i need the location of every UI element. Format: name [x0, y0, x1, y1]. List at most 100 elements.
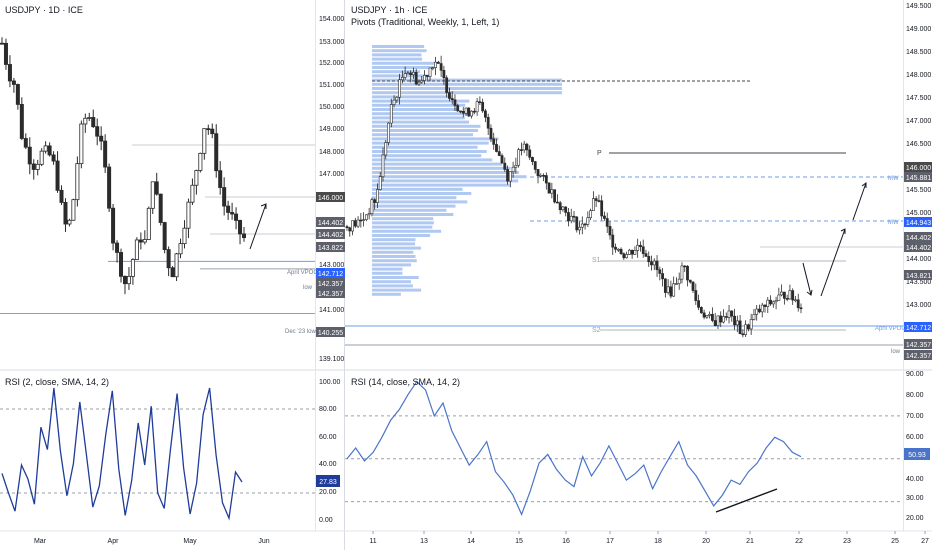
candle-body [406, 72, 410, 75]
candle-body [214, 133, 219, 172]
candle-body [79, 123, 84, 165]
candle-body [456, 105, 460, 112]
pivot-p-label: P [597, 150, 602, 157]
left-rsi-tick: 100.00 [319, 379, 341, 386]
left-price-tag: 142.712 [318, 271, 343, 278]
candle-body [716, 315, 720, 326]
candle-body [578, 226, 581, 231]
candle-body [719, 315, 723, 323]
volume-profile-bar [372, 124, 481, 128]
candle-body [234, 213, 239, 221]
candle-body [27, 146, 32, 165]
candle-body [83, 117, 88, 125]
low-label-right: low [891, 349, 901, 355]
candle-body [417, 81, 421, 85]
candle-body [583, 223, 587, 226]
candle-body [182, 227, 187, 245]
candle-body [550, 189, 554, 194]
candle-body [713, 320, 717, 326]
candle-body [614, 246, 617, 250]
candle-body [158, 193, 163, 223]
candle-body [241, 233, 246, 239]
candle-body [672, 283, 676, 297]
right-down-arrow [802, 262, 813, 296]
candle-body [799, 307, 803, 310]
candle-body [702, 312, 706, 318]
volume-profile-bar [372, 196, 457, 200]
candle-body [414, 72, 418, 85]
candle-body [517, 149, 521, 166]
right-price-tag-bg [904, 322, 932, 332]
candle-body [641, 246, 645, 254]
left-y-tick: 154.000 [319, 16, 344, 23]
candle-body [600, 200, 604, 217]
april-vpoc-label-right: April VPOC [875, 326, 906, 332]
volume-profile-bar [372, 133, 474, 137]
right-y-tick: 143.500 [906, 279, 931, 286]
candle-body [459, 110, 462, 113]
volume-profile-bar [372, 234, 431, 237]
volume-profile-bar [372, 171, 519, 174]
candle-body [724, 316, 728, 318]
candle-body [569, 215, 573, 222]
volume-profile-bar [372, 53, 422, 57]
volume-profile-bar [372, 116, 465, 120]
candle-body [35, 163, 40, 170]
candle-body [186, 201, 191, 229]
candle-body [733, 315, 736, 326]
candle-body [47, 145, 52, 156]
candle-body [547, 182, 551, 194]
candle-body [95, 126, 100, 137]
left-chart-title: USDJPY · 1D · ICE [5, 5, 83, 15]
right-price-tag-bg [904, 339, 932, 349]
candle-body [423, 75, 426, 81]
candle-body [63, 202, 68, 225]
left-rsi-tick: 60.00 [319, 434, 337, 441]
candle-body [202, 128, 207, 154]
left-x-tick: Apr [108, 538, 120, 545]
right-x-tick: 14 [467, 538, 475, 545]
candle-body [91, 117, 96, 128]
candle-body [436, 61, 440, 64]
candle-body [511, 166, 515, 173]
candle-body [508, 171, 512, 182]
rsi-line-left [1, 387, 243, 521]
volume-profile-bar [372, 267, 403, 271]
candle-body [134, 239, 139, 260]
candle-body [666, 286, 670, 293]
candle-body [0, 42, 4, 45]
volume-profile-bar [372, 192, 472, 195]
left-price-tag: 140.255 [318, 330, 343, 337]
candle-body [381, 154, 385, 178]
right-price-tag: 142.712 [906, 325, 931, 332]
candle-body [536, 169, 540, 177]
volume-profile-bar [372, 217, 434, 221]
candle-body [23, 138, 28, 148]
candle-body [647, 256, 651, 263]
candle-body [495, 144, 498, 152]
candle-body [686, 265, 689, 281]
candle-body [658, 269, 662, 274]
candle-body [580, 223, 584, 228]
candle-body [55, 160, 60, 191]
candle-body [146, 207, 151, 240]
volume-profile-bar [372, 120, 470, 124]
volume-profile-bar [372, 242, 416, 246]
candle-body [461, 110, 465, 114]
candle-body [542, 174, 545, 177]
candle-body [351, 220, 354, 232]
candle-body [650, 261, 653, 266]
candle-body [478, 101, 482, 103]
candle-body [655, 260, 659, 271]
rsi-divergence-line [715, 488, 778, 513]
candle-body [760, 304, 764, 313]
volume-profile-bar [372, 221, 434, 225]
candle-body [564, 206, 568, 213]
candle-body [528, 149, 532, 158]
left-price-tag-bg [316, 268, 345, 278]
candle-body [425, 75, 429, 77]
pivots-indicator-title: Pivots (Traditional, Weekly, 1, Left, 1) [351, 17, 499, 27]
candle-body [616, 248, 620, 251]
left-y-tick: 150.000 [319, 104, 344, 111]
candle-body [400, 77, 404, 81]
